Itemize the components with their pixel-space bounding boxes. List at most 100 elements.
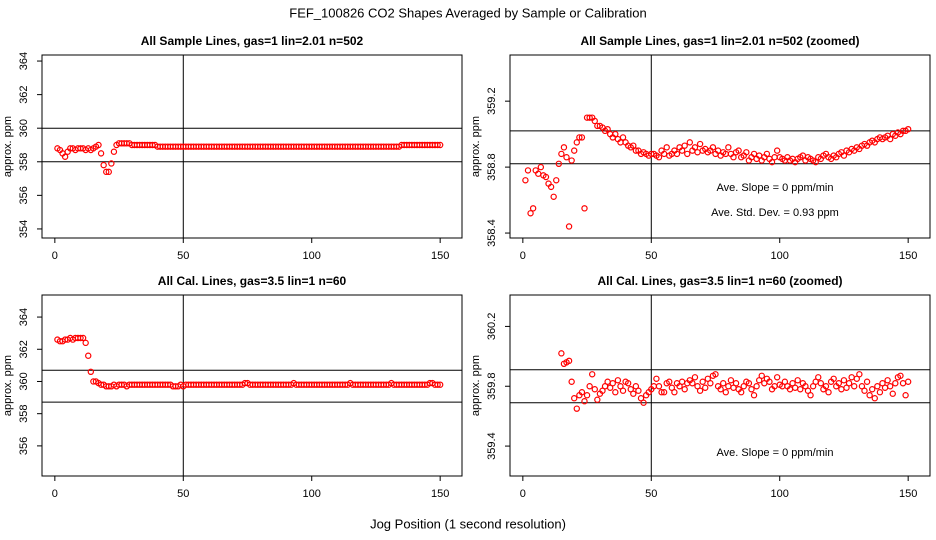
x-tick-label: 50 (177, 488, 189, 500)
point (95, 141, 102, 149)
y-tick-label: 359.8 (486, 372, 498, 400)
point (581, 398, 588, 405)
point (707, 380, 714, 387)
point (583, 392, 591, 399)
x-tick-label: 0 (520, 250, 526, 262)
x-tick-label: 100 (303, 488, 321, 500)
point (103, 168, 110, 176)
point (748, 386, 755, 393)
point (732, 380, 740, 387)
point (635, 387, 642, 394)
point (630, 390, 637, 397)
point (565, 357, 573, 365)
point (591, 386, 598, 393)
y-tick-label: 360 (18, 119, 30, 137)
point (77, 334, 84, 342)
point (722, 389, 729, 396)
y-tick-label: 360 (18, 372, 30, 390)
point (663, 144, 670, 151)
point (886, 383, 894, 390)
plot-frame (509, 294, 931, 477)
point (640, 399, 647, 406)
point (735, 147, 742, 154)
point (768, 158, 776, 166)
point (660, 389, 668, 396)
point (609, 380, 616, 387)
point (594, 396, 601, 403)
point (573, 139, 580, 146)
point (87, 368, 95, 376)
y-axis-label: approx. ppm (470, 116, 482, 177)
x-tick-label: 150 (899, 250, 917, 262)
point (745, 380, 753, 387)
point (673, 150, 681, 158)
point (529, 205, 537, 212)
y-tick-label: 358.8 (486, 153, 498, 181)
point (527, 210, 534, 217)
point (524, 167, 532, 174)
point (573, 405, 580, 412)
x-tick-label: 100 (771, 250, 789, 262)
x-tick-label: 50 (177, 250, 189, 262)
point (720, 380, 727, 387)
figure-title: FEF_100826 CO2 Shapes Averaged by Sample… (289, 5, 646, 20)
y-tick-label: 362 (18, 340, 30, 358)
point (897, 372, 904, 379)
point (560, 144, 568, 151)
panel-title: All Sample Lines, gas=1 lin=2.01 n=502 (141, 34, 364, 48)
point (61, 153, 69, 160)
point (871, 395, 878, 402)
panel-title: All Sample Lines, gas=1 lin=2.01 n=502 (… (580, 34, 859, 48)
point (589, 371, 596, 378)
point (578, 389, 586, 396)
point (568, 157, 575, 164)
point (434, 381, 441, 388)
y-tick-label: 364 (18, 308, 30, 326)
point (555, 160, 563, 168)
point (812, 158, 819, 166)
point (874, 383, 881, 390)
point (108, 160, 115, 167)
y-axis-label: approx. ppm (470, 355, 482, 416)
point (876, 389, 884, 396)
point (553, 177, 560, 184)
point (568, 378, 575, 385)
point (807, 392, 814, 399)
point (619, 134, 627, 141)
point (825, 389, 832, 396)
point (666, 378, 673, 385)
x-tick-label: 150 (431, 488, 449, 500)
point (681, 386, 688, 393)
point (702, 384, 709, 391)
point (753, 383, 760, 390)
point (904, 378, 912, 385)
point (840, 377, 848, 384)
point (699, 378, 706, 385)
point (565, 223, 573, 230)
point (681, 142, 688, 149)
points (54, 140, 444, 176)
point (840, 152, 848, 159)
point (730, 154, 737, 161)
plot-frame (41, 294, 463, 477)
point (563, 154, 570, 161)
point (822, 383, 830, 390)
x-tick-label: 150 (431, 250, 449, 262)
point (542, 173, 550, 181)
point (82, 339, 89, 347)
point (671, 389, 678, 396)
point (678, 147, 686, 154)
plot-frame (509, 54, 931, 239)
x-tick-label: 0 (52, 250, 58, 262)
annotation: Ave. Slope = 0 ppm/min (717, 182, 834, 194)
panel-title: All Cal. Lines, gas=3.5 lin=1 n=60 (zoom… (597, 274, 842, 288)
y-axis-label: approx. ppm (2, 355, 14, 416)
point (691, 144, 699, 151)
point (586, 114, 593, 121)
point (758, 372, 765, 379)
point (691, 374, 699, 381)
point (717, 386, 724, 393)
y-tick-label: 359.4 (486, 432, 498, 460)
point (578, 134, 586, 141)
point (79, 334, 87, 342)
